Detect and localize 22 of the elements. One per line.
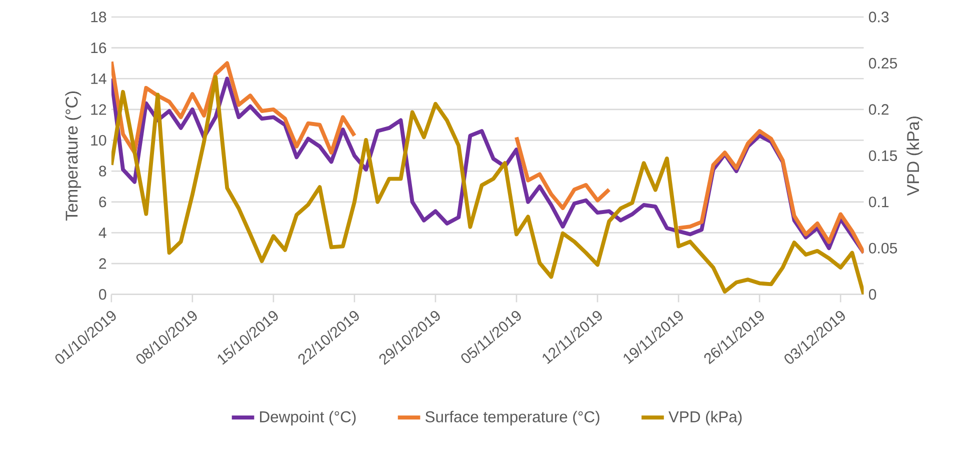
- y-tick-label: 14: [91, 73, 106, 84]
- legend-label: Surface temperature (°C): [425, 410, 600, 426]
- y-tick-label: 0: [99, 288, 106, 300]
- y2-tick-label: 0.3: [868, 12, 889, 22]
- y2-tick-label: 0.05: [868, 242, 897, 254]
- legend-label: VPD (kPa): [668, 410, 742, 426]
- y-tick-label: 18: [91, 12, 106, 22]
- y2-axis-title: VPD (kPa): [906, 116, 922, 196]
- y2-tick-label: 0.2: [868, 104, 888, 115]
- y2-tick-label: 0.1: [868, 196, 889, 208]
- y-tick-label: 2: [99, 258, 106, 269]
- y-tick-label: 16: [91, 42, 106, 54]
- y-tick-label: 8: [99, 166, 106, 176]
- y2-tick-label: 0.25: [868, 58, 897, 68]
- y-tick-label: 10: [91, 134, 106, 146]
- y-axis-title: Temperature (°C): [65, 91, 82, 221]
- y-tick-label: 6: [99, 196, 106, 208]
- y2-tick-label: 0: [868, 288, 876, 300]
- y-tick-label: 4: [98, 227, 106, 238]
- legend-label: Dewpoint (°C): [260, 410, 356, 426]
- y-tick-label: 12: [91, 104, 106, 115]
- y2-tick-label: 0.15: [868, 150, 897, 161]
